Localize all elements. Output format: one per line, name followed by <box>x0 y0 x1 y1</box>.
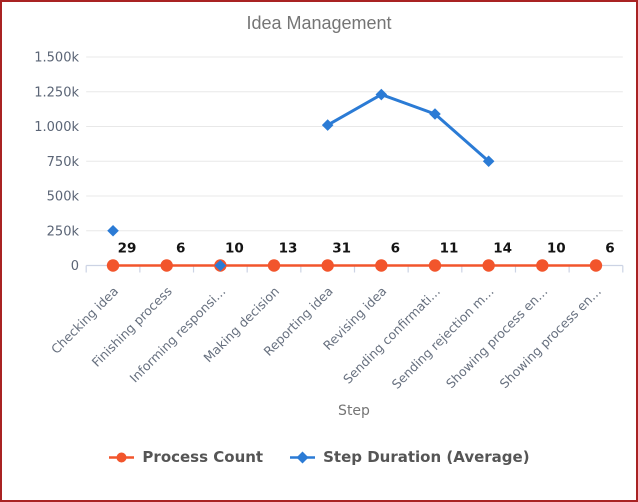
data-point-process-count[interactable] <box>106 259 120 272</box>
data-label: 6 <box>176 241 185 257</box>
x-axis-title: Step <box>338 403 370 419</box>
x-axis-category-label: Informing responsi… <box>127 284 229 386</box>
legend-marker-diamond-icon <box>290 451 316 463</box>
data-label: 31 <box>332 241 351 257</box>
data-point-step-duration[interactable] <box>375 88 388 101</box>
legend-diamond <box>296 451 309 463</box>
series-line-step-duration <box>326 93 491 163</box>
chart-title: Idea Management <box>246 13 392 33</box>
x-axis-category-label: Showing process en… <box>497 284 605 392</box>
y-axis-tick-label: 1.500k <box>34 51 79 66</box>
data-label: 10 <box>547 241 566 257</box>
data-point-process-count[interactable] <box>536 259 549 272</box>
y-axis-tick-label: 0 <box>71 259 79 274</box>
data-point-step-duration[interactable] <box>214 259 227 272</box>
legend-item-step-duration[interactable]: Step Duration (Average) <box>289 448 530 466</box>
data-point-process-count[interactable] <box>589 259 603 272</box>
x-axis-category-label: Showing process en… <box>443 284 551 392</box>
x-axis-category-label: Sending rejection m… <box>389 284 497 392</box>
y-axis-tick-label: 1.250k <box>34 85 79 100</box>
legend-marker-circle-icon <box>109 452 135 462</box>
legend-label-process-count: Process Count <box>142 448 264 466</box>
data-label: 14 <box>493 241 512 257</box>
legend-circle <box>116 452 127 462</box>
data-point-step-duration[interactable] <box>321 119 334 131</box>
legend-item-process-count[interactable]: Process Count <box>108 448 263 466</box>
y-axis-tick-label: 500k <box>47 190 80 205</box>
y-axis-tick-label: 250k <box>47 224 80 239</box>
y-axis-tick-label: 750k <box>47 155 80 170</box>
chart-legend: Process Count Step Duration (Average) <box>2 448 636 466</box>
y-axis-tick-label: 1.000k <box>34 120 79 135</box>
data-point-process-count[interactable] <box>482 259 495 272</box>
data-point-step-duration[interactable] <box>429 108 441 120</box>
data-point-process-count[interactable] <box>428 259 442 272</box>
data-label: 29 <box>118 241 137 257</box>
data-label: 6 <box>605 241 614 257</box>
data-point-step-duration[interactable] <box>107 224 119 237</box>
data-label: 10 <box>225 241 244 257</box>
legend-label-step-duration: Step Duration (Average) <box>323 448 530 466</box>
data-point-step-duration[interactable] <box>482 155 495 168</box>
data-label: 11 <box>440 241 459 257</box>
data-point-process-count[interactable] <box>160 259 173 272</box>
data-label: 13 <box>279 241 298 257</box>
data-point-process-count[interactable] <box>267 259 281 272</box>
data-point-process-count[interactable] <box>375 259 388 272</box>
data-label: 6 <box>391 241 400 257</box>
x-axis-category-label: Sending confirmati… <box>340 284 443 387</box>
data-point-process-count[interactable] <box>321 259 334 272</box>
